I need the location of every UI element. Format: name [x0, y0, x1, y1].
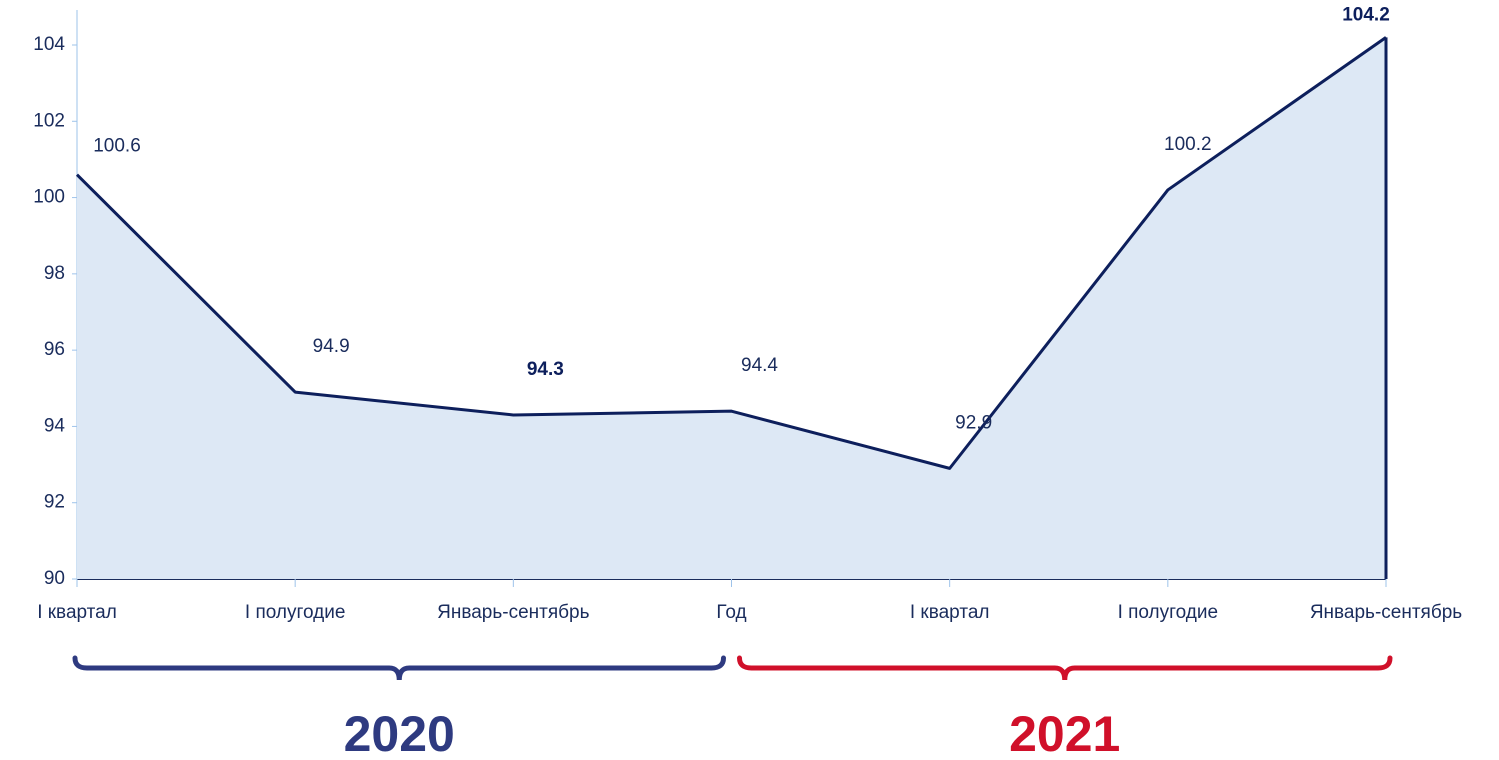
x-tick-label: Январь-сентябрь — [1310, 602, 1462, 623]
group-label: 2020 — [344, 706, 455, 760]
y-tick-label: 102 — [33, 110, 65, 131]
data-label: 92.9 — [955, 412, 992, 433]
x-tick-label: I квартал — [910, 602, 990, 623]
x-tick-label: I полугодие — [245, 602, 346, 623]
data-label: 104.2 — [1342, 4, 1390, 25]
group-brace — [72, 655, 726, 681]
y-tick-label: 96 — [44, 339, 65, 360]
data-label: 94.9 — [313, 336, 350, 357]
data-label: 100.2 — [1164, 134, 1212, 155]
group-brace — [737, 655, 1393, 681]
data-label: 94.3 — [527, 359, 564, 380]
x-tick-label: Январь-сентябрь — [437, 602, 589, 623]
x-tick-label: I полугодие — [1118, 602, 1219, 623]
line — [75, 36, 1387, 470]
data-label: 94.4 — [741, 355, 778, 376]
area-fill — [77, 37, 1386, 579]
x-tick-label: Год — [716, 602, 746, 623]
y-tick-label: 98 — [44, 263, 65, 284]
y-tick-label: 94 — [44, 415, 66, 436]
group-label: 2021 — [1009, 706, 1120, 760]
data-label: 100.6 — [93, 136, 141, 157]
x-tick-label: I квартал — [37, 602, 117, 623]
y-tick-label: 92 — [44, 492, 65, 513]
y-tick-label: 104 — [33, 34, 65, 55]
y-tick-label: 100 — [33, 187, 65, 208]
y-tick-label: 90 — [44, 568, 65, 589]
